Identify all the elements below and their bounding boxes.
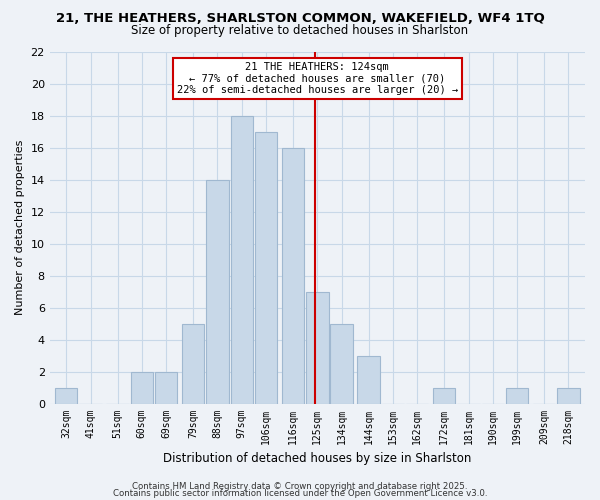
Bar [282, 148, 304, 404]
Bar [131, 372, 153, 404]
Bar [206, 180, 229, 404]
Text: Size of property relative to detached houses in Sharlston: Size of property relative to detached ho… [131, 24, 469, 37]
Text: 21, THE HEATHERS, SHARLSTON COMMON, WAKEFIELD, WF4 1TQ: 21, THE HEATHERS, SHARLSTON COMMON, WAKE… [56, 12, 544, 26]
Y-axis label: Number of detached properties: Number of detached properties [15, 140, 25, 315]
Bar [433, 388, 455, 404]
X-axis label: Distribution of detached houses by size in Sharlston: Distribution of detached houses by size … [163, 452, 472, 465]
Text: 21 THE HEATHERS: 124sqm
← 77% of detached houses are smaller (70)
22% of semi-de: 21 THE HEATHERS: 124sqm ← 77% of detache… [177, 62, 458, 96]
Bar [182, 324, 205, 404]
Bar [230, 116, 253, 404]
Text: Contains HM Land Registry data © Crown copyright and database right 2025.: Contains HM Land Registry data © Crown c… [132, 482, 468, 491]
Bar [306, 292, 329, 404]
Bar [255, 132, 277, 404]
Bar [155, 372, 178, 404]
Bar [358, 356, 380, 404]
Bar [506, 388, 529, 404]
Bar [331, 324, 353, 404]
Bar [557, 388, 580, 404]
Bar [55, 388, 77, 404]
Text: Contains public sector information licensed under the Open Government Licence v3: Contains public sector information licen… [113, 490, 487, 498]
